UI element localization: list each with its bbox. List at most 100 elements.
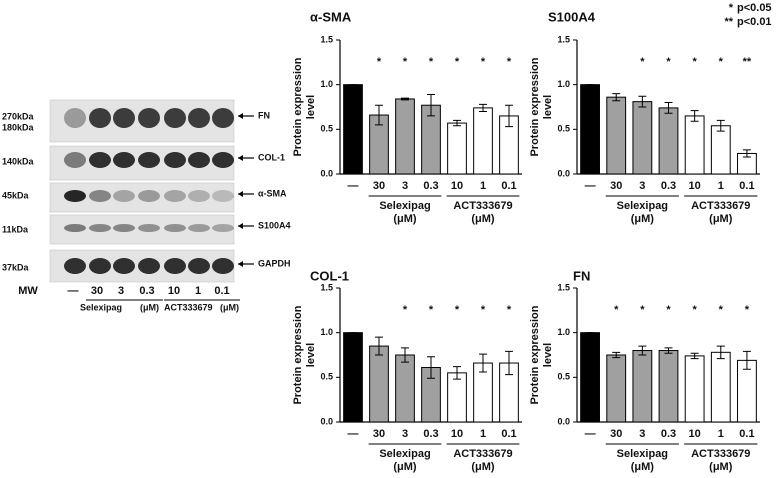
error-bar (427, 93, 435, 117)
error-bar (375, 104, 383, 126)
bar (395, 98, 415, 175)
x-tick-label: 10 (451, 180, 463, 192)
significance-star: * (403, 56, 408, 68)
x-tick-label: 0.1 (501, 180, 516, 192)
x-tick-label: 0.3 (423, 180, 438, 192)
y-axis-label: level (305, 343, 317, 367)
x-tick-label: 30 (373, 428, 385, 440)
lane-label: MW (18, 285, 38, 297)
y-tick-label: 1.0 (320, 79, 333, 89)
blot-band (113, 190, 135, 202)
bar (710, 125, 731, 175)
y-tick-label: 0.0 (557, 416, 570, 426)
significance-star: * (455, 304, 460, 316)
group-unit: (μM) (393, 461, 417, 473)
legend-text: p<0.05 (737, 2, 772, 14)
blot-band (188, 108, 210, 128)
y-tick-label: 0.0 (557, 168, 570, 178)
group-unit: (μM) (631, 213, 655, 225)
group-unit: (μM) (471, 213, 495, 225)
error-bar (375, 336, 383, 356)
x-tick-label: 1 (718, 180, 724, 192)
x-tick-label: 1 (480, 180, 486, 192)
x-tick-label: 10 (689, 428, 701, 440)
bar (343, 332, 363, 423)
lane-label: 0.1 (214, 285, 229, 297)
y-axis-label: level (542, 343, 554, 367)
y-axis-label: Protein expression (292, 305, 304, 404)
group-unit: (μM) (709, 213, 733, 225)
bar (580, 332, 600, 423)
error-bar (479, 353, 487, 373)
y-tick-label: 1.0 (557, 79, 570, 89)
y-tick-label: 1.0 (320, 327, 333, 337)
group-label: ACT333679 (164, 302, 213, 312)
y-tick-label: 0.5 (320, 124, 333, 134)
kda-label: 270kDa (2, 111, 35, 121)
bar (632, 101, 653, 175)
bar (710, 351, 731, 423)
error-bar (742, 149, 751, 158)
blot-band (164, 190, 186, 202)
blot-band (64, 152, 86, 168)
significance-star: * (507, 304, 512, 316)
y-tick-label: 0.5 (557, 372, 570, 382)
x-tick-label: 0.3 (661, 180, 676, 192)
x-tick-label: 3 (639, 180, 645, 192)
blot-band (64, 258, 86, 274)
blot-band (89, 108, 111, 128)
x-tick-label: — (585, 180, 596, 192)
lane-label: 10 (168, 285, 180, 297)
x-tick-label: 30 (610, 428, 622, 440)
error-bar (612, 351, 621, 359)
blot-band (64, 190, 86, 202)
arrow-head (238, 223, 243, 229)
blot-band (89, 258, 111, 274)
error-bar (453, 119, 461, 127)
error-bar (716, 345, 725, 360)
blot-band (164, 152, 186, 168)
blot-band (138, 190, 160, 202)
lane-label: — (68, 285, 79, 297)
chart-title: FN (573, 268, 590, 283)
x-tick-label: 10 (451, 428, 463, 440)
group-unit: (μM) (140, 302, 159, 312)
protein-label: COL-1 (258, 152, 285, 162)
bar (473, 107, 493, 175)
protein-label: α-SMA (258, 188, 287, 198)
group-label: Selexipag (379, 448, 430, 460)
bar (632, 350, 653, 423)
x-tick-label: 1 (718, 428, 724, 440)
bar (447, 372, 467, 423)
lane-label: 0.3 (139, 285, 154, 297)
chart-title: α-SMA (310, 9, 352, 24)
group-label: ACT333679 (691, 448, 750, 460)
x-tick-label: 0.3 (423, 428, 438, 440)
blot-band (164, 258, 186, 274)
significance-star: * (429, 56, 434, 68)
group-unit: (μM) (220, 302, 239, 312)
x-tick-label: 30 (610, 180, 622, 192)
significance-star: * (640, 304, 645, 316)
x-tick-label: 0.1 (739, 428, 754, 440)
error-bar (453, 366, 461, 380)
group-label: Selexipag (617, 200, 668, 212)
arrow-head (238, 261, 243, 267)
error-bar (427, 356, 435, 379)
error-bar (479, 103, 487, 112)
y-tick-label: 1.5 (557, 34, 570, 44)
kda-label: 140kDa (2, 156, 35, 166)
legend-text: p<0.01 (737, 16, 772, 28)
lane-label: 3 (118, 285, 124, 297)
group-unit: (μM) (709, 461, 733, 473)
significance-star: * (455, 56, 460, 68)
y-axis-label: Protein expression (529, 305, 541, 404)
significance-star: * (640, 56, 645, 68)
blot-band (212, 258, 234, 274)
blot-band (188, 190, 210, 202)
x-tick-label: 0.3 (661, 428, 676, 440)
x-tick-label: 0.1 (501, 428, 516, 440)
blot-band (188, 152, 210, 168)
x-tick-label: — (348, 180, 359, 192)
arrow-head (238, 155, 243, 161)
